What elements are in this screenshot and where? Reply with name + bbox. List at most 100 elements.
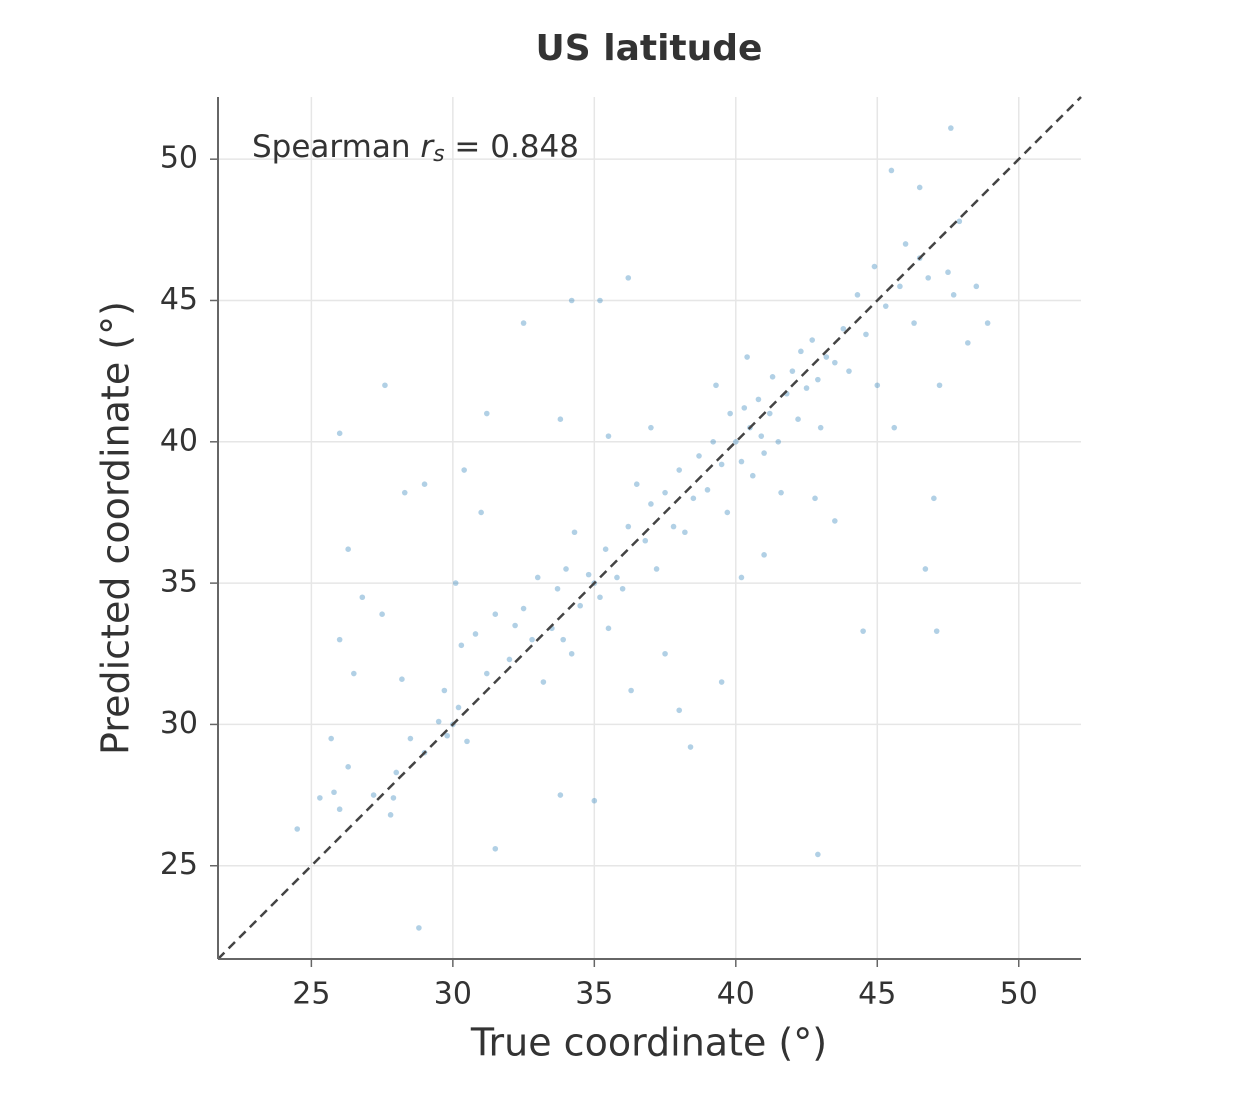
point	[421, 481, 428, 487]
point	[399, 676, 405, 683]
point	[529, 636, 535, 643]
point	[744, 354, 750, 360]
point	[687, 744, 694, 750]
point	[936, 382, 943, 389]
point	[874, 382, 881, 389]
point	[817, 424, 824, 431]
point	[965, 340, 971, 346]
annotation-suffix: = 0.848	[454, 129, 579, 165]
point	[345, 764, 351, 770]
y-tick-label: 35	[160, 565, 198, 600]
point	[789, 368, 796, 374]
point	[840, 325, 847, 332]
point	[710, 439, 716, 445]
point	[823, 354, 830, 360]
point	[407, 735, 414, 742]
point	[798, 348, 804, 355]
point	[662, 489, 668, 496]
point	[563, 566, 569, 572]
point	[891, 424, 898, 431]
point	[506, 656, 513, 663]
point	[492, 611, 499, 617]
point	[897, 283, 903, 290]
point	[795, 416, 801, 422]
point	[379, 611, 385, 617]
point	[441, 687, 448, 694]
point	[871, 263, 878, 270]
point	[902, 241, 909, 247]
point	[948, 125, 954, 131]
point	[911, 320, 917, 326]
point	[458, 642, 465, 649]
chart-title: US latitude	[536, 28, 763, 69]
point	[846, 368, 852, 374]
x-tick-label: 35	[575, 977, 613, 1012]
point	[812, 495, 818, 502]
point	[444, 732, 450, 739]
annotation-prefix: Spearman	[252, 129, 410, 165]
point	[925, 275, 932, 281]
point	[704, 487, 711, 493]
point	[984, 320, 991, 326]
point	[625, 523, 632, 530]
points	[294, 125, 991, 931]
point	[554, 585, 561, 592]
point	[351, 670, 357, 677]
point	[345, 546, 351, 552]
point	[815, 376, 821, 383]
point	[860, 628, 866, 634]
point	[614, 574, 620, 581]
point	[761, 450, 767, 456]
point	[478, 509, 484, 516]
point	[520, 320, 527, 326]
point	[832, 359, 838, 366]
point	[393, 769, 400, 776]
x-tick-label: 25	[292, 977, 330, 1012]
point	[758, 433, 765, 439]
point	[766, 410, 773, 417]
point	[568, 650, 575, 657]
point	[455, 704, 462, 711]
point	[733, 439, 739, 445]
point	[648, 501, 654, 507]
point	[557, 416, 564, 422]
point	[676, 467, 683, 473]
point	[472, 631, 479, 637]
point	[597, 594, 603, 601]
point	[416, 925, 422, 931]
point	[727, 410, 733, 417]
point	[602, 546, 609, 552]
point	[718, 679, 725, 685]
point	[662, 650, 668, 657]
point	[512, 622, 518, 629]
point	[778, 489, 784, 496]
point	[775, 439, 782, 445]
point	[713, 382, 719, 389]
point	[642, 537, 649, 544]
point	[628, 687, 634, 694]
point	[585, 571, 592, 578]
y-tick-label: 25	[160, 847, 198, 882]
annotation-symbol: r	[420, 129, 435, 165]
point	[534, 574, 541, 581]
point	[577, 602, 583, 609]
point	[950, 292, 957, 298]
point	[540, 679, 547, 685]
y-axis-label: Predicted coordinate (°)	[94, 301, 138, 755]
point	[452, 580, 459, 586]
y-tick-label: 40	[160, 423, 198, 458]
point	[769, 373, 776, 380]
point	[520, 605, 527, 612]
identity-line	[217, 96, 1082, 960]
annotation-subscript: s	[433, 142, 444, 167]
point	[863, 331, 869, 338]
point	[815, 851, 821, 858]
point	[317, 795, 323, 801]
point	[670, 523, 677, 530]
point	[328, 735, 334, 742]
point	[370, 792, 377, 798]
point	[931, 495, 937, 502]
point	[888, 167, 895, 174]
point	[591, 797, 598, 804]
